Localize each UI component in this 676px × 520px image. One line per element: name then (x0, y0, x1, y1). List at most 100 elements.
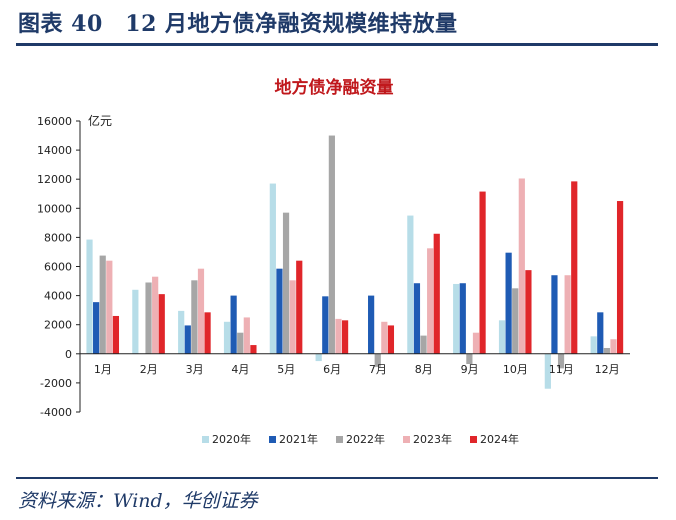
bar-2023年-3月 (197, 268, 205, 354)
bar-2020年-6月 (315, 353, 322, 362)
x-tick-label: 1月 (94, 363, 112, 376)
bar-2024年-8月 (433, 233, 440, 354)
bar-2023年-9月 (472, 332, 480, 354)
legend-label: 2021年 (279, 432, 318, 446)
bar-2021年-8月 (413, 283, 421, 354)
bar-2021年-3月 (184, 325, 191, 354)
bar-2024年-2月 (158, 294, 165, 354)
x-tick-label: 5月 (277, 363, 295, 376)
x-tick-label: 12月 (595, 363, 620, 376)
x-tick-label: 4月 (231, 363, 249, 376)
bar-2021年-1月 (93, 302, 100, 354)
bar-2024年-3月 (204, 312, 211, 354)
x-tick-label: 2月 (140, 363, 158, 376)
y-axis-unit: 亿元 (88, 113, 112, 128)
bar-2024年-7月 (387, 325, 395, 354)
bar-2023年-10月 (518, 178, 525, 354)
bar-2020年-5月 (269, 183, 276, 354)
y-tick-label: 16000 (37, 115, 72, 128)
bar-2023年-11月 (564, 275, 571, 354)
x-tick-label: 8月 (415, 363, 433, 376)
legend-label: 2023年 (413, 432, 452, 446)
bar-2021年-6月 (322, 296, 329, 354)
bar-2024年-12月 (616, 201, 624, 354)
legend-swatch (269, 436, 276, 443)
bar-2020年-3月 (178, 310, 185, 354)
x-tick-label: 11月 (549, 363, 574, 376)
bar-2021年-9月 (459, 283, 466, 354)
bar-2022年-12月 (603, 347, 610, 354)
x-tick-label: 6月 (323, 363, 341, 376)
bar-2023年-6月 (335, 318, 342, 354)
bar-2021年-11月 (551, 275, 558, 354)
bar-2020年-2月 (132, 289, 139, 354)
bar-2021年-4月 (230, 295, 237, 354)
bar-2021年-10月 (505, 252, 512, 354)
y-tick-label: 4000 (44, 290, 72, 303)
bar-2021年-7月 (368, 295, 375, 354)
bar-2022年-1月 (99, 255, 106, 354)
bar-2020年-10月 (498, 320, 506, 354)
chart-title: 地方债净融资量 (275, 77, 394, 98)
y-tick-label: 2000 (44, 319, 72, 332)
bar-2022年-9月 (466, 353, 473, 364)
bar-chart: 地方债净融资量 亿元 16000 14000 12000 10000 8000 6000 4… (37, 77, 630, 446)
bar-2020年-1月 (86, 239, 93, 354)
bar-2024年-4月 (250, 345, 257, 354)
top-rule (16, 43, 658, 46)
bar-2024年-1月 (112, 315, 120, 354)
legend-swatch (470, 436, 477, 443)
y-tick-label: 6000 (44, 261, 72, 274)
bar-2023年-5月 (289, 280, 296, 354)
bar-2020年-12月 (590, 336, 597, 354)
y-tick-label: 0 (65, 348, 72, 361)
y-axis: 16000 14000 12000 10000 8000 6000 4000 2000 0 -20… (37, 115, 81, 419)
figure-title: 图表 40 12 月地方债净融资规模维持放量 (18, 11, 458, 37)
bar-2022年-8月 (420, 335, 427, 354)
y-tick-label: -2000 (40, 377, 72, 390)
bar-2023年-4月 (243, 317, 250, 354)
bar-2024年-11月 (571, 181, 578, 354)
bar-2024年-5月 (296, 260, 303, 354)
legend-label: 2024年 (480, 432, 519, 446)
y-tick-label: -4000 (40, 406, 72, 419)
y-tick-label: 12000 (37, 173, 72, 186)
bottom-rule (16, 477, 658, 479)
bar-2022年-6月 (328, 135, 335, 354)
bar-2022年-3月 (191, 280, 198, 354)
bar-2022年-7月 (374, 353, 381, 367)
source-note: 资料来源：Wind，华创证券 (18, 490, 258, 512)
legend-label: 2022年 (346, 432, 385, 446)
bar-2023年-2月 (152, 276, 159, 354)
x-tick-label: 3月 (186, 363, 204, 376)
bar-2023年-12月 (610, 339, 617, 354)
x-tick-label: 7月 (369, 363, 387, 376)
bar-2024年-6月 (341, 320, 349, 354)
legend-swatch (202, 436, 209, 443)
bar-2024年-10月 (525, 270, 532, 354)
y-tick-label: 14000 (37, 144, 72, 157)
y-tick-label: 10000 (37, 202, 72, 215)
x-axis: 1月 2月 3月 4月 5月 6月 7月 8月 9月 10月 11月 12月 (80, 353, 630, 376)
bar-2022年-4月 (237, 332, 244, 354)
bar-2022年-5月 (282, 212, 290, 354)
bar-2023年-8月 (427, 248, 434, 354)
bar-2023年-7月 (381, 321, 388, 354)
bar-2021年-12月 (597, 312, 604, 354)
legend-swatch (403, 436, 410, 443)
legend: 2020年 2021年 2022年 2023年 2024年 (202, 432, 519, 446)
bars-group (86, 135, 624, 389)
y-tick-label: 8000 (44, 231, 72, 244)
bar-2022年-11月 (557, 353, 565, 369)
bar-2020年-8月 (407, 215, 414, 354)
x-tick-label: 10月 (503, 363, 528, 376)
bar-2020年-9月 (453, 283, 460, 354)
bar-2022年-10月 (512, 288, 519, 354)
bar-2020年-4月 (223, 321, 231, 354)
x-tick-label: 9月 (461, 363, 479, 376)
bar-2023年-1月 (106, 260, 113, 354)
legend-label: 2020年 (212, 432, 251, 446)
bar-2021年-5月 (276, 268, 283, 354)
legend-swatch (336, 436, 343, 443)
bar-2024年-9月 (479, 191, 486, 354)
